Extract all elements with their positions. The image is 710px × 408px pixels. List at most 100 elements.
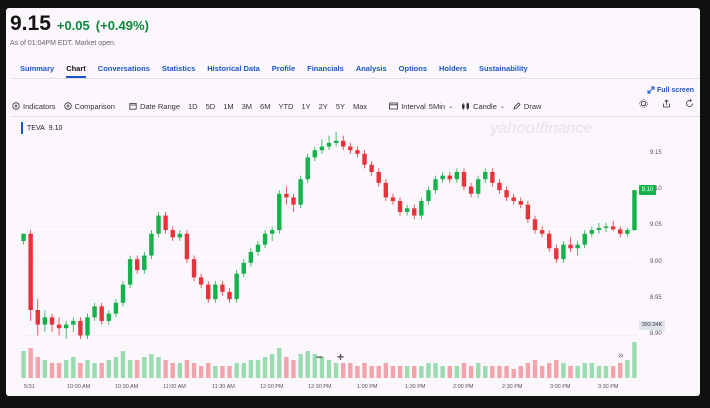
legend-symbol: TEVA	[27, 124, 45, 132]
candle-body	[547, 233, 552, 249]
volume-bar	[397, 366, 403, 378]
candle-body	[504, 190, 509, 198]
candle-body	[213, 284, 218, 300]
expand-icon	[647, 86, 655, 94]
volume-bar	[625, 360, 630, 378]
chart-type-selector[interactable]: Candle ⌄	[461, 102, 505, 111]
candle-body	[135, 259, 140, 271]
date-range-button[interactable]: Date Range	[129, 102, 180, 111]
candle-body	[468, 186, 474, 194]
draw-button[interactable]: Draw	[513, 102, 541, 111]
volume-bar	[596, 366, 602, 378]
range-1d[interactable]: 1D	[188, 101, 198, 111]
candle-body	[341, 140, 346, 147]
range-6m[interactable]: 6M	[260, 101, 271, 111]
current-price: 9.15	[10, 12, 51, 35]
volume-bar	[305, 351, 310, 378]
volume-bar	[561, 363, 566, 378]
volume-bar	[589, 363, 595, 378]
range-max[interactable]: Max	[353, 101, 368, 111]
reset-icon[interactable]	[685, 99, 694, 108]
tab-analysis[interactable]: Analysis	[355, 64, 387, 73]
tab-historical-data[interactable]: Historical Data	[207, 64, 260, 73]
volume-bar	[106, 360, 111, 378]
volume-bar	[483, 366, 488, 378]
candle-body	[610, 226, 616, 230]
candle-body	[227, 291, 232, 300]
range-ytd[interactable]: YTD	[278, 101, 294, 111]
chart-area[interactable]: yahoo!finance TEVA 9.10 9.15 9.10 9.05 9.00…	[6, 118, 700, 396]
zoom-out-button[interactable]: −	[316, 350, 324, 364]
x-tick-label: 10:00 AM	[67, 384, 91, 390]
interval-selector[interactable]: Interval 5Min ⌄	[389, 102, 453, 111]
interval-icon	[389, 102, 399, 110]
candle-body	[113, 302, 119, 314]
series-legend: TEVA 9.10	[21, 122, 62, 134]
range-1y[interactable]: 1Y	[301, 101, 311, 111]
tab-holders[interactable]: Holders	[439, 64, 467, 73]
tab-sustainability[interactable]: Sustainability	[478, 64, 528, 73]
volume-bar	[191, 363, 197, 378]
volume-bar	[241, 363, 246, 378]
range-1m[interactable]: 1M	[223, 101, 234, 111]
volume-bar	[447, 366, 452, 378]
zoom-in-button[interactable]: +	[337, 350, 345, 364]
candle-body	[191, 259, 197, 278]
tab-conversations[interactable]: Conversations	[97, 64, 150, 73]
x-tick-label: 11:30 AM	[212, 384, 235, 390]
volume-bar	[568, 366, 573, 378]
candle-body	[206, 284, 211, 300]
candle-body	[412, 208, 417, 216]
candle-body	[397, 201, 403, 212]
volume-bar	[362, 363, 367, 378]
candle-body	[475, 179, 481, 194]
candle-body	[277, 193, 282, 231]
tab-chart[interactable]: Chart	[66, 64, 86, 78]
candle-body	[618, 229, 623, 234]
volume-bar	[35, 357, 40, 378]
range-2y[interactable]: 2Y	[318, 101, 328, 111]
tab-options[interactable]: Options	[398, 64, 428, 73]
volume-badge: 392.04K	[639, 321, 665, 330]
price-chart[interactable]	[6, 118, 700, 396]
volume-bar	[284, 357, 289, 378]
volume-bar	[575, 366, 580, 378]
full-screen-button[interactable]: Full screen	[647, 86, 694, 94]
range-5y[interactable]: 5Y	[335, 101, 346, 111]
volume-bar	[184, 360, 190, 378]
candle-body	[255, 244, 261, 252]
candle-body	[440, 175, 445, 180]
volume-bar	[404, 366, 410, 378]
gear-icon[interactable]	[639, 99, 648, 108]
volume-bar	[298, 354, 303, 378]
volume-bar	[618, 363, 623, 378]
candle-body	[291, 197, 296, 205]
volume-bar	[56, 363, 62, 378]
tab-financials[interactable]: Financials	[307, 64, 344, 73]
candle-body	[362, 153, 367, 165]
candle-body	[625, 230, 630, 234]
volume-bar	[71, 357, 76, 378]
volume-bar	[21, 351, 26, 378]
candle-body	[156, 215, 161, 234]
candle-body	[497, 182, 502, 191]
indicators-label: Indicators	[23, 101, 56, 111]
x-tick-label: 12:30 PM	[308, 384, 332, 390]
tab-summary[interactable]: Summary	[20, 64, 55, 73]
scroll-to-latest-icon[interactable]: »	[618, 350, 624, 361]
tab-statistics[interactable]: Statistics	[161, 64, 196, 73]
volume-bar	[433, 363, 438, 378]
candle-body	[42, 317, 48, 325]
x-tick-label: 10:30 AM	[115, 384, 139, 390]
candle-body	[56, 324, 62, 329]
range-3m[interactable]: 3M	[241, 101, 253, 111]
candle-body	[568, 244, 573, 249]
indicators-button[interactable]: Indicators	[12, 102, 56, 111]
comparison-button[interactable]: Comparison	[63, 102, 115, 111]
range-5d[interactable]: 5D	[205, 101, 216, 111]
candle-body	[21, 233, 26, 241]
share-icon[interactable]	[662, 99, 671, 108]
tab-profile[interactable]: Profile	[271, 64, 296, 73]
candle-body	[241, 262, 246, 274]
date-range-label: Date Range	[139, 101, 180, 111]
